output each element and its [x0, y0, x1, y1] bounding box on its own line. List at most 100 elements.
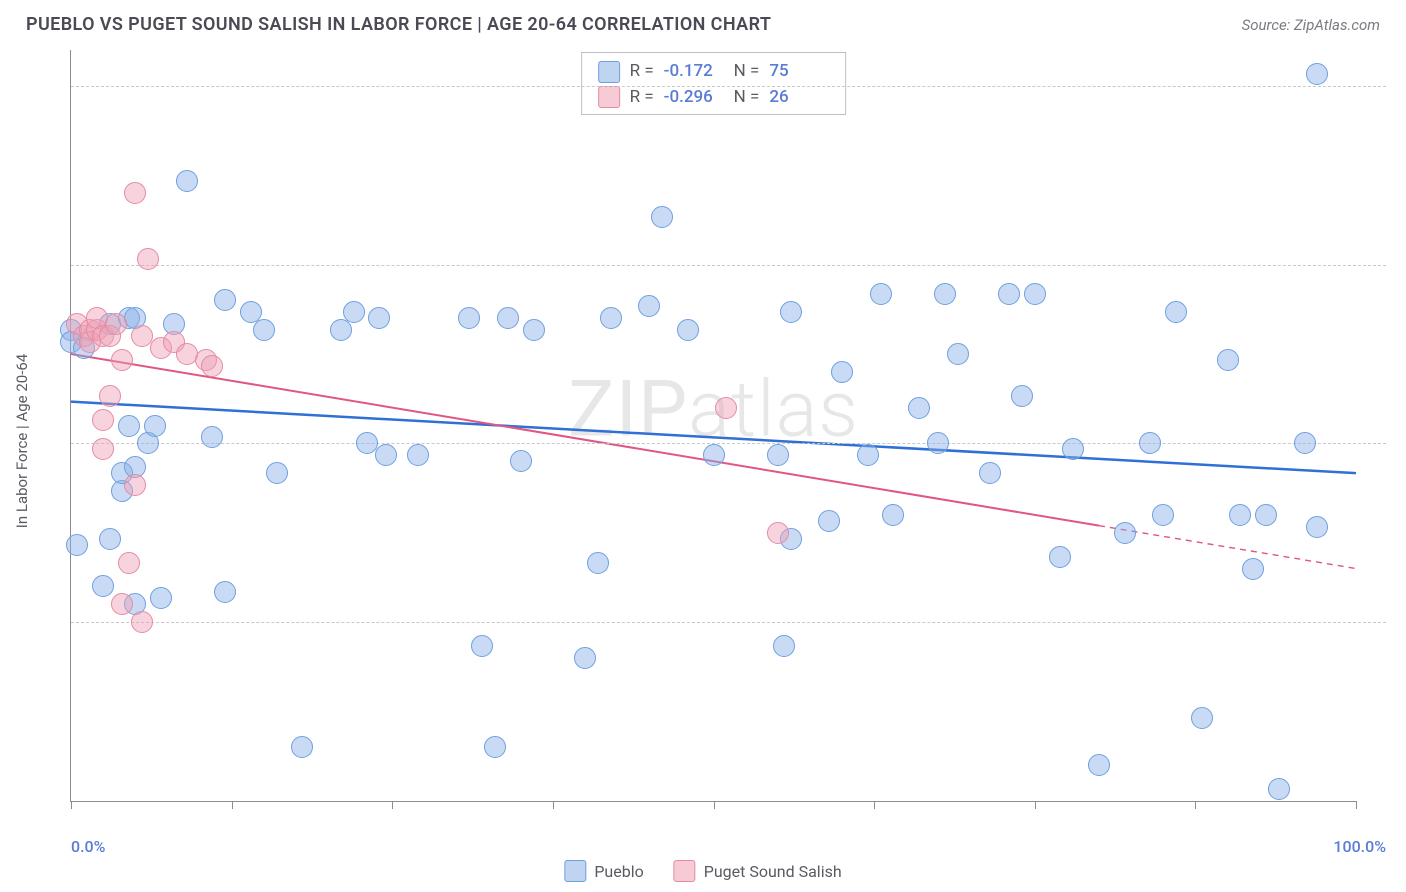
data-point [471, 635, 493, 657]
legend-series: Pueblo Puget Sound Salish [564, 860, 841, 882]
data-point [587, 552, 609, 574]
gridline: 85.0% [71, 265, 1386, 266]
data-point [118, 415, 140, 437]
data-point [150, 587, 172, 609]
data-point [908, 397, 930, 419]
data-point [947, 343, 969, 365]
data-point [677, 319, 699, 341]
source-attribution: Source: ZipAtlas.com [1242, 16, 1380, 34]
data-point [510, 450, 532, 472]
x-tick [1195, 801, 1196, 809]
data-point [458, 307, 480, 329]
data-point [343, 301, 365, 323]
legend-stats-row: R = -0.172 N = 75 [598, 59, 830, 85]
data-point [1062, 438, 1084, 460]
data-point [1024, 283, 1046, 305]
gridline: 100.0% [71, 86, 1386, 87]
data-point [523, 319, 545, 341]
data-point [651, 206, 673, 228]
x-tick [1035, 801, 1036, 809]
data-point [934, 283, 956, 305]
data-point [1217, 349, 1239, 371]
r-label: R = [630, 59, 654, 85]
watermark: ZIPatlas [568, 365, 859, 456]
data-point [484, 736, 506, 758]
data-point [118, 552, 140, 574]
y-tick-label: 100.0% [1396, 95, 1406, 114]
y-tick-label: 85.0% [1396, 274, 1406, 293]
n-label: N = [734, 59, 760, 85]
data-point [1152, 504, 1174, 526]
data-point [1049, 546, 1071, 568]
x-tick [874, 801, 875, 809]
legend-item: Puget Sound Salish [674, 860, 842, 882]
chart-title: PUEBLO VS PUGET SOUND SALISH IN LABOR FO… [26, 14, 771, 35]
data-point [870, 283, 892, 305]
data-point [715, 397, 737, 419]
legend-swatch-pink [598, 86, 620, 108]
legend-item: Pueblo [564, 860, 643, 882]
x-tick [714, 801, 715, 809]
data-point [979, 462, 1001, 484]
data-point [111, 349, 133, 371]
data-point [1011, 385, 1033, 407]
data-point [214, 289, 236, 311]
data-point [144, 415, 166, 437]
data-point [767, 444, 789, 466]
data-point [131, 325, 153, 347]
data-point [1165, 301, 1187, 323]
legend-swatch-pink [674, 860, 696, 882]
data-point [1191, 707, 1213, 729]
data-point [407, 444, 429, 466]
data-point [882, 504, 904, 526]
data-point [927, 432, 949, 454]
data-point [99, 385, 121, 407]
data-point [92, 575, 114, 597]
legend-swatch-blue [598, 61, 620, 83]
r-label: R = [630, 85, 654, 111]
data-point [998, 283, 1020, 305]
data-point [368, 307, 390, 329]
data-point [818, 510, 840, 532]
r-value: -0.172 [664, 59, 724, 85]
legend-label: Puget Sound Salish [704, 862, 842, 881]
data-point [266, 462, 288, 484]
data-point [201, 426, 223, 448]
data-point [124, 182, 146, 204]
y-tick-label: 55.0% [1396, 631, 1406, 650]
legend-label: Pueblo [594, 862, 643, 881]
data-point [92, 409, 114, 431]
data-point [99, 528, 121, 550]
data-point [831, 361, 853, 383]
gridline: 70.0% [71, 443, 1386, 444]
data-point [214, 581, 236, 603]
data-point [1088, 754, 1110, 776]
data-point [92, 438, 114, 460]
x-tick [232, 801, 233, 809]
data-point [66, 534, 88, 556]
data-point [1306, 516, 1328, 538]
x-tick [1356, 801, 1357, 809]
data-point [137, 248, 159, 270]
data-point [291, 736, 313, 758]
n-value: 26 [769, 85, 829, 111]
data-point [767, 522, 789, 544]
x-tick [71, 801, 72, 809]
data-point [1114, 522, 1136, 544]
data-point [1242, 558, 1264, 580]
y-axis-label: In Labor Force | Age 20-64 [13, 354, 31, 528]
legend-stats-row: R = -0.296 N = 26 [598, 85, 830, 111]
data-point [201, 355, 223, 377]
legend-stats: R = -0.172 N = 75 R = -0.296 N = 26 [581, 52, 847, 115]
data-point [780, 301, 802, 323]
n-value: 75 [769, 59, 829, 85]
trend-lines [71, 50, 1356, 801]
data-point [253, 319, 275, 341]
plot-border: ZIPatlas R = -0.172 N = 75 R = -0.296 [70, 50, 1356, 802]
data-point [600, 307, 622, 329]
y-tick-label: 70.0% [1396, 452, 1406, 471]
x-tick [553, 801, 554, 809]
data-point [375, 444, 397, 466]
data-point [574, 647, 596, 669]
data-point [638, 295, 660, 317]
